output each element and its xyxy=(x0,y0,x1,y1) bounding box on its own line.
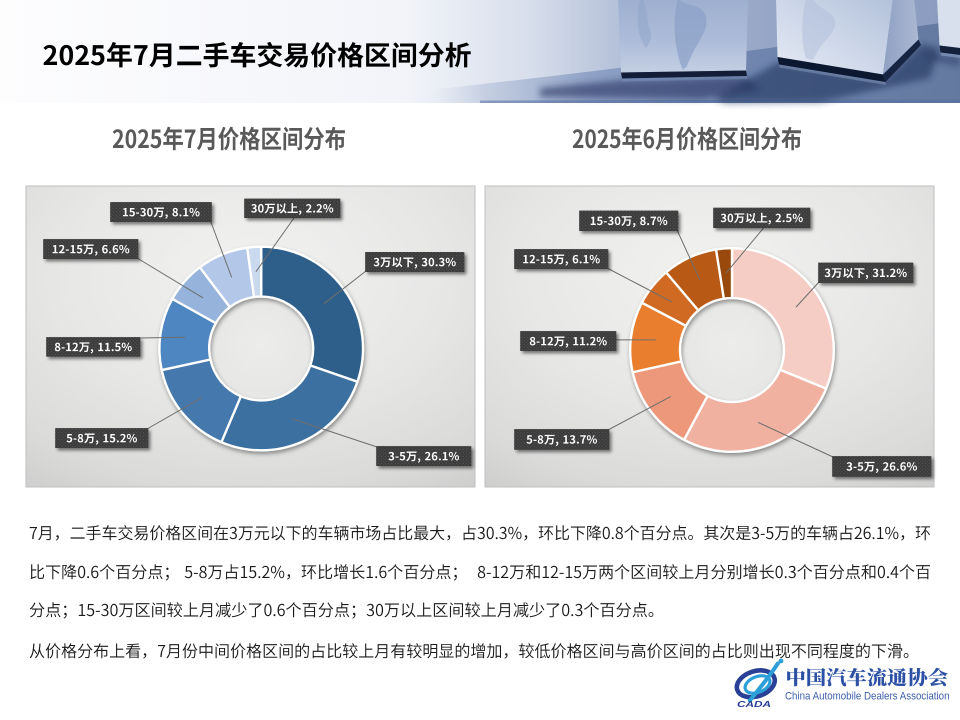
svg-text:CADA: CADA xyxy=(737,699,771,709)
svg-text:China Automobile Dealers Assoc: China Automobile Dealers Association xyxy=(785,691,950,703)
